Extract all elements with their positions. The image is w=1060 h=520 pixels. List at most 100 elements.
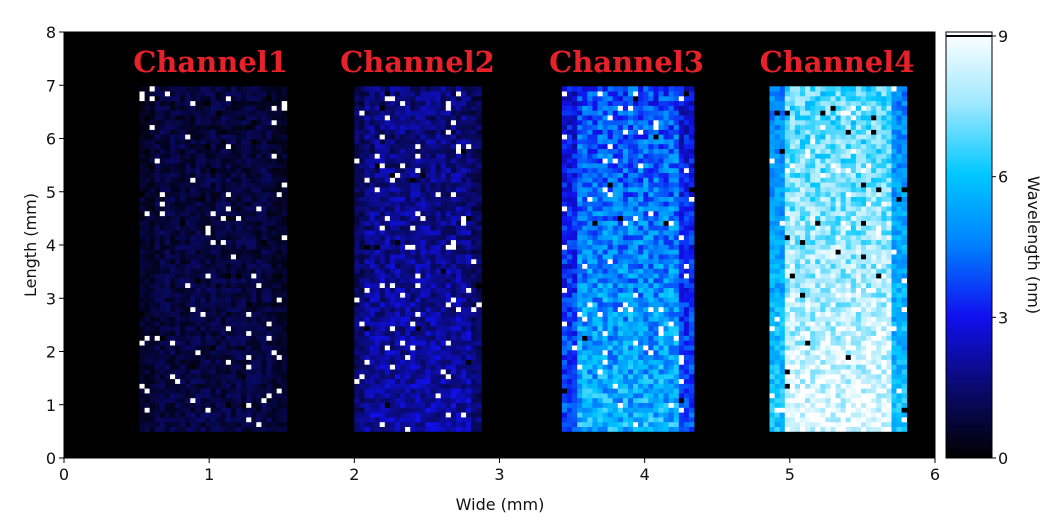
heatmap-cell <box>266 206 272 212</box>
heatmap-cell <box>236 95 242 102</box>
heatmap-cell <box>602 397 609 403</box>
heatmap-cell <box>185 268 191 274</box>
heatmap-cell <box>612 402 619 408</box>
heatmap-cell <box>190 124 196 130</box>
heatmap-cell <box>430 244 436 250</box>
heatmap-cell <box>628 364 634 370</box>
heatmap-cell <box>389 230 396 236</box>
heatmap-cell <box>144 354 151 360</box>
heatmap-cell <box>648 287 654 293</box>
heatmap-cell <box>425 153 431 159</box>
heatmap-cell <box>149 139 156 145</box>
heatmap-cell <box>683 321 690 327</box>
heatmap-cell <box>435 254 442 260</box>
heatmap-cell <box>400 282 406 288</box>
heatmap-cell <box>190 187 196 193</box>
heatmap-cell <box>445 297 452 303</box>
heatmap-cell <box>256 287 262 293</box>
heatmap-cell <box>271 201 278 207</box>
heatmap-cell <box>663 364 669 370</box>
heatmap-cell <box>256 302 262 308</box>
heatmap-cell <box>405 148 411 154</box>
heatmap-cell <box>420 143 426 149</box>
heatmap-cell <box>236 421 242 427</box>
heatmap-cell <box>354 349 360 356</box>
heatmap-cell <box>225 393 232 399</box>
heatmap-cell <box>471 139 477 145</box>
heatmap-cell <box>638 273 644 279</box>
heatmap-cell <box>200 220 206 226</box>
heatmap-cell <box>276 254 283 260</box>
heatmap-cell <box>175 330 181 336</box>
heatmap-cell <box>210 134 217 140</box>
heatmap-cell <box>612 330 619 336</box>
heatmap-cell <box>200 335 206 341</box>
heatmap-cell <box>374 143 381 149</box>
heatmap-cell <box>246 340 252 346</box>
heatmap-cell <box>281 220 288 226</box>
heatmap-cell <box>612 234 619 241</box>
heatmap-cell <box>159 148 166 154</box>
heatmap-cell <box>587 292 593 298</box>
heatmap-cell <box>395 244 401 250</box>
heatmap-cell <box>561 378 568 384</box>
heatmap-cell <box>400 158 406 164</box>
heatmap-cell <box>230 354 237 360</box>
heatmap-cell <box>673 311 680 317</box>
heatmap-cell <box>622 306 629 312</box>
heatmap-cell <box>389 273 396 279</box>
heatmap-cell <box>450 268 457 274</box>
heatmap-cell <box>271 417 278 423</box>
heatmap-cell <box>220 302 227 308</box>
heatmap-cell <box>246 402 252 408</box>
heatmap-cell <box>678 306 685 312</box>
heatmap-cell <box>643 426 649 432</box>
heatmap-cell <box>668 311 675 317</box>
heatmap-cell <box>364 278 370 284</box>
heatmap-cell <box>405 215 411 221</box>
heatmap-cell <box>466 201 472 207</box>
heatmap-cell <box>617 258 624 264</box>
heatmap-cell <box>246 177 252 183</box>
heatmap-cell <box>220 359 227 365</box>
heatmap-cell <box>592 316 598 322</box>
heatmap-cell <box>561 388 568 394</box>
heatmap-cell <box>154 163 161 169</box>
heatmap-cell <box>678 407 685 413</box>
heatmap-cell <box>415 373 421 380</box>
heatmap-cell <box>597 263 603 269</box>
heatmap-cell <box>379 412 386 418</box>
heatmap-cell <box>210 268 217 274</box>
heatmap-cell <box>425 340 431 346</box>
heatmap-cell <box>567 340 573 346</box>
heatmap-cell <box>395 129 401 135</box>
heatmap-cell <box>628 335 634 341</box>
heatmap-cell <box>271 139 278 145</box>
heatmap-cell <box>425 177 431 183</box>
heatmap-cell <box>425 148 431 154</box>
heatmap-cell <box>410 187 416 193</box>
heatmap-cell <box>236 143 242 149</box>
heatmap-cell <box>607 311 614 317</box>
heatmap-cell <box>587 378 593 384</box>
heatmap-cell <box>456 206 462 212</box>
heatmap-cell <box>251 119 257 126</box>
heatmap-cell <box>144 201 151 207</box>
heatmap-cell <box>281 225 288 231</box>
heatmap-cell <box>200 249 206 255</box>
heatmap-cell <box>384 115 391 121</box>
heatmap-cell <box>256 119 262 126</box>
heatmap-cell <box>633 282 639 288</box>
heatmap-cell <box>251 364 257 370</box>
heatmap-cell <box>430 100 436 106</box>
heatmap-cell <box>405 110 411 116</box>
heatmap-cell <box>461 129 467 135</box>
heatmap-cell <box>379 115 386 121</box>
heatmap-cell <box>415 340 421 346</box>
heatmap-cell <box>195 177 201 183</box>
heatmap-cell <box>561 402 568 408</box>
heatmap-cell <box>276 201 283 207</box>
heatmap-cell <box>582 273 588 279</box>
heatmap-cell <box>663 263 669 269</box>
heatmap-cell <box>607 364 614 370</box>
